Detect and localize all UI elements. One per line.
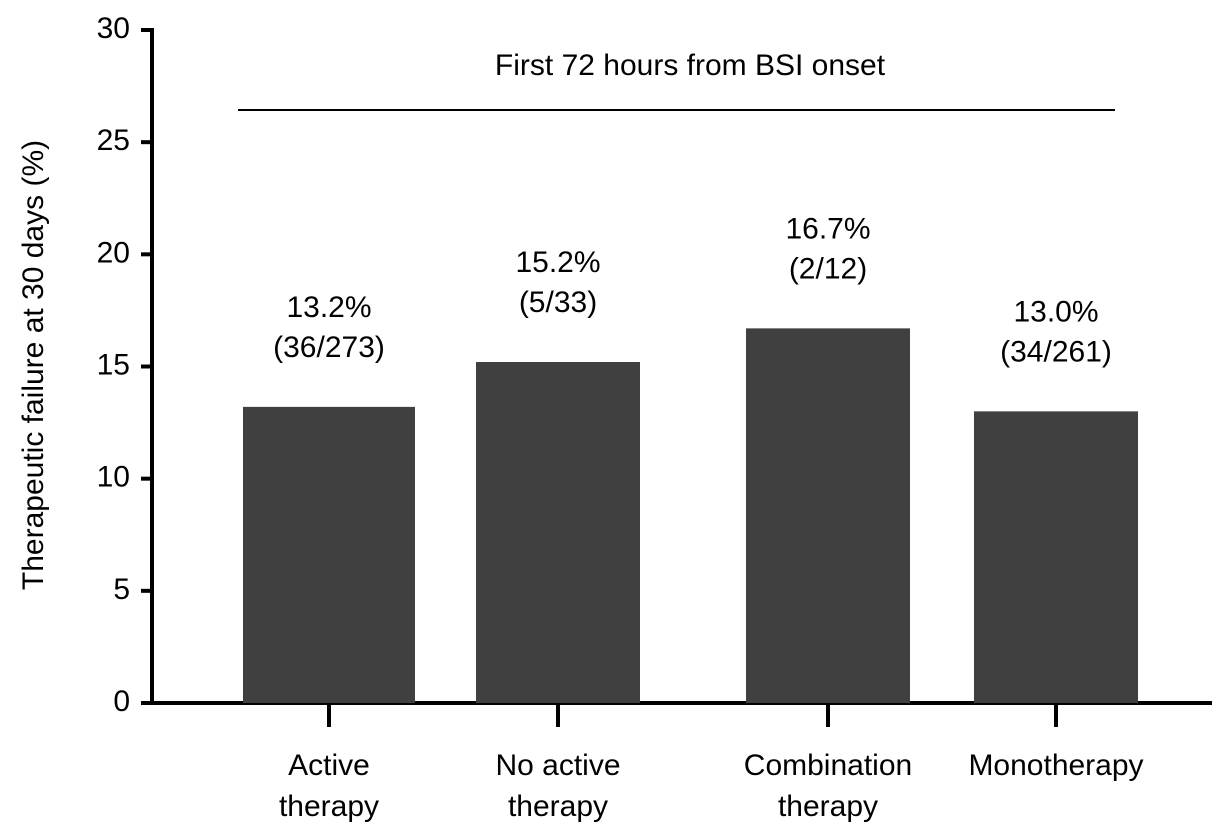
value-label: 16.7% [785, 212, 870, 245]
bar [243, 406, 415, 703]
count-label: (2/12) [789, 252, 867, 285]
y-tick-label: 20 [97, 236, 130, 269]
value-label: 13.0% [1013, 295, 1098, 328]
y-tick-label: 0 [113, 685, 130, 718]
x-tick-label: therapy [508, 790, 608, 823]
x-tick-label: Active [288, 749, 370, 782]
x-tick-label: Combination [744, 749, 912, 782]
count-label: (36/273) [273, 331, 385, 364]
y-tick-label: 15 [97, 348, 130, 381]
y-tick-label: 25 [97, 124, 130, 157]
x-tick-label: Monotherapy [968, 749, 1143, 782]
count-label: (5/33) [519, 286, 597, 319]
x-tick-label: No active [495, 749, 620, 782]
y-axis-label: Therapeutic failure at 30 days (%) [17, 140, 50, 590]
value-label: 15.2% [515, 246, 600, 279]
y-tick-label: 30 [97, 12, 130, 45]
bar [746, 328, 910, 703]
y-tick-label: 10 [97, 461, 130, 494]
value-label: 13.2% [286, 291, 371, 324]
count-label: (34/261) [1000, 335, 1112, 368]
bar [974, 411, 1138, 703]
y-tick-label: 5 [113, 573, 130, 606]
x-tick-label: therapy [778, 790, 878, 823]
annotation: First 72 hours from BSI onset [495, 49, 886, 82]
x-tick-label: therapy [279, 790, 379, 823]
bar [476, 362, 640, 703]
